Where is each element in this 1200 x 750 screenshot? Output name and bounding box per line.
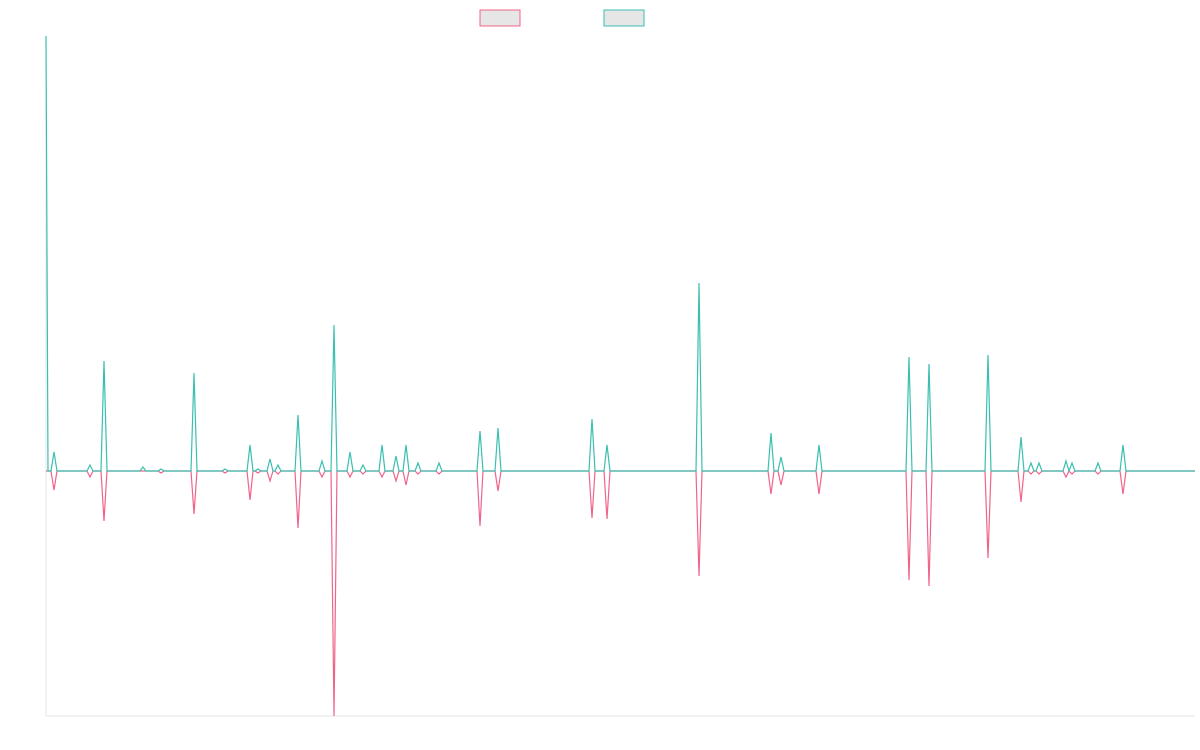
- legend-swatch: [479, 9, 521, 27]
- data-line: [46, 469, 1195, 717]
- legend-swatch: [603, 9, 645, 27]
- data-line: [45, 35, 1195, 473]
